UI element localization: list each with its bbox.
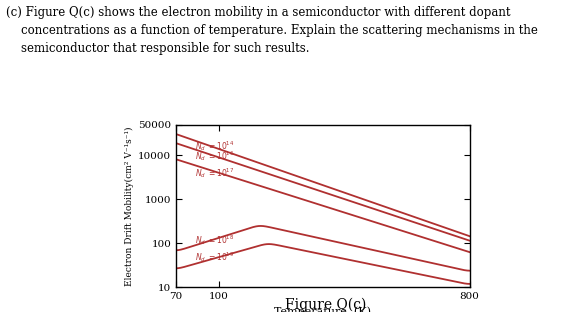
Text: $N_d\ =10^{19}$: $N_d\ =10^{19}$ [195, 250, 235, 264]
Text: $N_d\ =10^{16}$: $N_d\ =10^{16}$ [195, 149, 235, 163]
X-axis label: Temperature  (K): Temperature (K) [274, 306, 372, 312]
Text: $N_d\ =10^{17}$: $N_d\ =10^{17}$ [195, 166, 235, 180]
Text: $N_d\ =10^{18}$: $N_d\ =10^{18}$ [195, 234, 235, 247]
Text: Figure Q(c): Figure Q(c) [285, 297, 366, 312]
Y-axis label: Electron Drift Mobility(cm² V⁻¹s⁻¹): Electron Drift Mobility(cm² V⁻¹s⁻¹) [125, 126, 134, 286]
Text: $N_d\ =10^{14}$: $N_d\ =10^{14}$ [195, 139, 235, 154]
Text: (c) Figure Q(c) shows the electron mobility in a semiconductor with different do: (c) Figure Q(c) shows the electron mobil… [6, 6, 538, 55]
